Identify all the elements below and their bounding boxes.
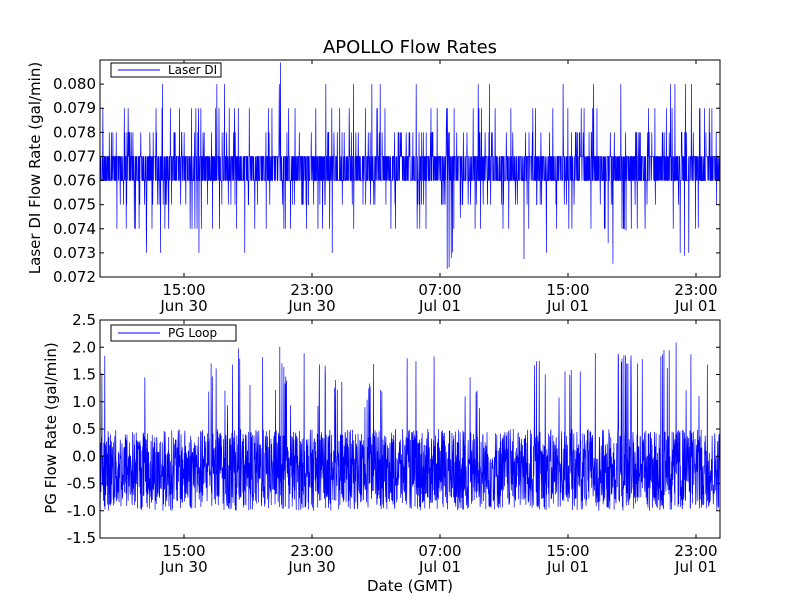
xtick-time-label: 23:00 <box>290 281 333 299</box>
chart-title: APOLLO Flow Rates <box>323 37 497 58</box>
xtick-time-label: 23:00 <box>674 542 717 560</box>
xtick-time-label: 15:00 <box>546 281 589 299</box>
ytick-label: 0.072 <box>53 268 96 286</box>
ytick-label: 0.078 <box>53 123 96 141</box>
bottom-ylabel: PG Flow Rate (gal/min) <box>42 342 60 514</box>
xtick-time-label: 15:00 <box>546 542 589 560</box>
xtick-time-label: 07:00 <box>418 542 461 560</box>
laser-di-legend: Laser DI <box>110 62 222 78</box>
ytick-label: 2.5 <box>72 311 96 329</box>
bottom-xlabel: Date (GMT) <box>367 577 453 595</box>
ytick-label: 1.5 <box>72 366 96 384</box>
legend-box <box>110 62 222 78</box>
xtick-date-label: Jun 30 <box>159 558 207 576</box>
legend-box <box>110 324 237 342</box>
xtick-date-label: Jul 01 <box>418 297 461 315</box>
legend-label: PG Loop <box>168 326 217 340</box>
ytick-label: 0.074 <box>53 220 96 238</box>
ytick-label: 0.079 <box>53 99 96 117</box>
ytick-label: 0.076 <box>53 172 96 190</box>
xtick-time-label: 23:00 <box>674 281 717 299</box>
pg-loop-series <box>99 342 721 511</box>
xtick-date-label: Jul 01 <box>674 558 717 576</box>
ytick-label: 0.075 <box>53 196 96 214</box>
xtick-date-label: Jul 01 <box>546 558 589 576</box>
pg-loop-panel: -1.5-1.0-0.50.00.51.01.52.02.5 15:00Jun … <box>67 311 721 576</box>
laser-di-axes-frame <box>99 59 721 278</box>
xtick-date-label: Jun 30 <box>159 297 207 315</box>
xtick-date-label: Jul 01 <box>546 297 589 315</box>
xtick-time-label: 07:00 <box>418 281 461 299</box>
xtick-time-label: 15:00 <box>162 281 205 299</box>
ytick-label: 0.0 <box>72 447 96 465</box>
xtick-date-label: Jul 01 <box>674 297 717 315</box>
top-ylabel: Laser DI Flow Rate (gal/min) <box>26 62 44 274</box>
ytick-label: -1.0 <box>67 502 96 520</box>
pg-loop-yticks: -1.5 -1.0 -0.5 0.0 0.5 1.0 1.5 2.0 2.5 <box>67 311 720 547</box>
series-line <box>99 342 721 511</box>
ytick-label: 2.0 <box>72 338 96 356</box>
xtick-date-label: Jun 30 <box>287 558 335 576</box>
ytick-label: 0.077 <box>53 147 96 165</box>
laser-di-panel: 0.072 0.073 0.074 0.075 0.076 0.077 0.078 0.079… <box>53 59 721 315</box>
ytick-label: 0.073 <box>53 244 96 262</box>
ytick-label: -0.5 <box>67 475 96 493</box>
ytick-label: 0.5 <box>72 420 96 438</box>
ytick-label: 1.0 <box>72 393 96 411</box>
xtick-date-label: Jun 30 <box>287 297 335 315</box>
legend-label: Laser DI <box>168 63 217 77</box>
laser-di-yticks: 0.072 0.073 0.074 0.075 0.076 0.077 0.078 0.079… <box>53 75 720 286</box>
ytick-label: 0.080 <box>53 75 96 93</box>
ytick-label: -1.5 <box>67 529 96 547</box>
series-line <box>100 62 721 269</box>
xtick-time-label: 23:00 <box>290 542 333 560</box>
laser-di-series <box>100 62 721 269</box>
pg-loop-legend: PG Loop <box>110 324 237 342</box>
xtick-time-label: 15:00 <box>162 542 205 560</box>
xtick-date-label: Jul 01 <box>418 558 461 576</box>
